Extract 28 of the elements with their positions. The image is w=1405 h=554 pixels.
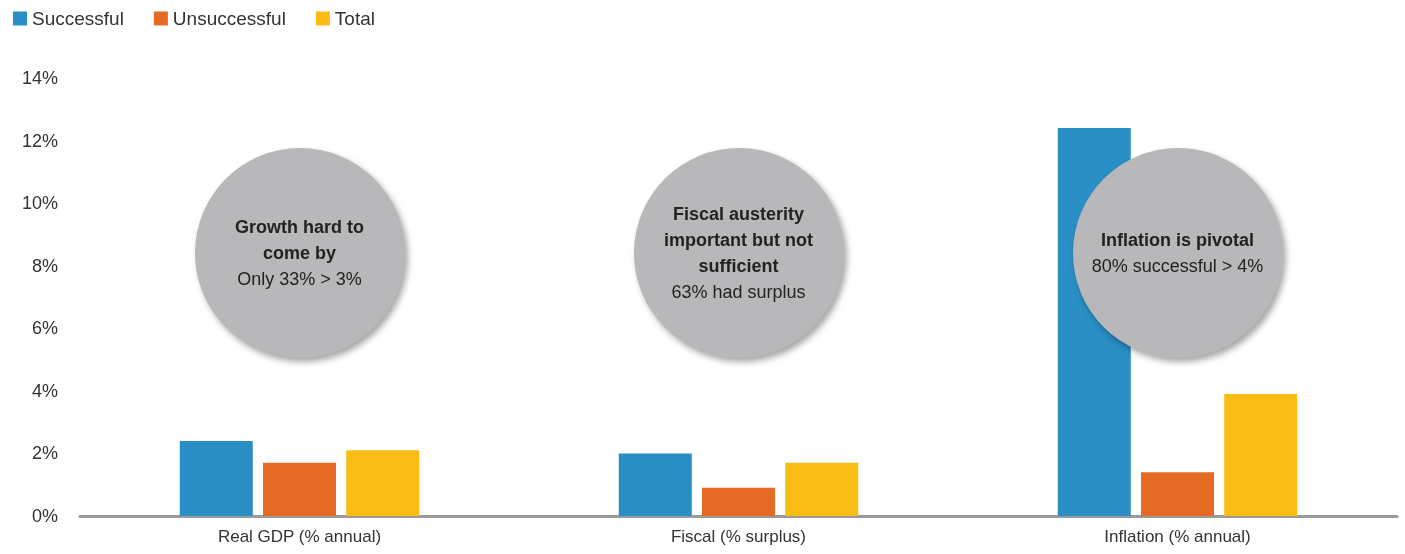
annotation: 63% had surplus <box>671 281 806 305</box>
legend-label: Unsuccessful <box>172 8 286 29</box>
bar <box>1224 393 1298 516</box>
y-tick-label: 0% <box>31 506 58 526</box>
y-tick-label: 6% <box>31 318 58 339</box>
bar <box>618 453 692 516</box>
y-tick-label: 10% <box>21 193 58 214</box>
bar <box>263 462 336 516</box>
y-tick-label: 8% <box>31 255 58 276</box>
y-tick-label: 12% <box>21 130 58 151</box>
y-tick-label: 14% <box>21 68 58 88</box>
legend-label: Successful <box>32 8 124 29</box>
annotation: Growth hard to come by <box>234 216 365 266</box>
y-tick-label: 2% <box>31 443 58 464</box>
x-tick-label: Inflation (% annual) <box>1104 527 1251 546</box>
bar <box>179 440 253 516</box>
annotation: Inflation is pivotal <box>1100 229 1254 253</box>
legend-label: Total <box>334 8 375 29</box>
x-tick-label: Fiscal (% surplus) <box>670 527 807 546</box>
x-tick-label: Real GDP (% annual) <box>217 527 382 546</box>
bar <box>1141 472 1214 516</box>
bar <box>346 450 420 516</box>
annotation: Only 33% > 3% <box>237 268 362 292</box>
bar <box>702 487 775 516</box>
annotation: 80% successful > 4% <box>1091 255 1264 279</box>
y-tick-label: 4% <box>31 380 58 401</box>
bar <box>785 462 859 516</box>
annotation: Fiscal austerity important but not sufficient <box>663 203 814 279</box>
